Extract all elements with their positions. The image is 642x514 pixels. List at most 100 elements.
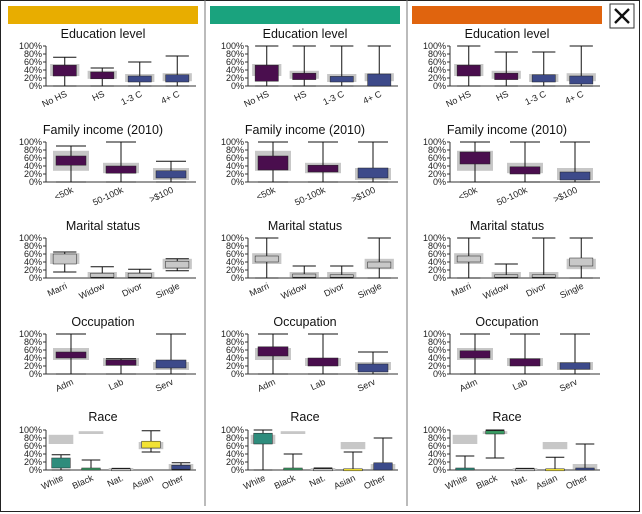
y-tick-label: 40%: [428, 161, 446, 171]
panel-title: Education level: [263, 27, 348, 41]
y-tick-label: 60%: [24, 441, 42, 451]
y-tick-label: 0%: [29, 465, 42, 475]
close-button[interactable]: [609, 3, 635, 29]
y-tick-label: 40%: [428, 449, 446, 459]
y-tick-label: 80%: [24, 433, 42, 443]
y-tick-label: 80%: [24, 145, 42, 155]
y-tick-label: 0%: [231, 465, 244, 475]
x-tick-label: <50k: [457, 185, 480, 203]
box-Adm: [459, 350, 491, 359]
box-<50k: [55, 155, 87, 166]
y-tick-label: 40%: [24, 449, 42, 459]
y-tick-label: 40%: [226, 161, 244, 171]
x-tick-label: 50-100k: [495, 185, 529, 208]
x-tick-label: <50k: [255, 185, 278, 203]
box-Widow: [90, 272, 115, 278]
panel-1-col-2: Education level 0%20%40%60%80%100% No HS HS…: [221, 27, 398, 109]
x-tick-label: 1-3 C: [523, 89, 548, 108]
x-tick-label: 1-3 C: [119, 89, 144, 108]
box-<50k: [459, 151, 491, 165]
x-tick-label: >$100: [552, 185, 579, 205]
y-tick-label: 20%: [428, 73, 446, 83]
panel-title: Family income (2010): [43, 123, 163, 137]
y-tick-label: 20%: [428, 457, 446, 467]
box-Divor: [127, 272, 152, 278]
x-tick-label: <50k: [53, 185, 76, 203]
y-tick-label: 20%: [226, 265, 244, 275]
box-Lab: [105, 359, 137, 366]
y-tick-label: 20%: [24, 457, 42, 467]
panel-title: Education level: [61, 27, 146, 41]
panel-title: Family income (2010): [245, 123, 365, 137]
box-White: [253, 432, 273, 445]
x-tick-label: >$100: [350, 185, 377, 205]
y-tick-label: 100%: [221, 233, 244, 243]
box-1-3 C: [531, 74, 556, 83]
y-tick-label: 40%: [226, 257, 244, 267]
x-tick-label: Lab: [107, 377, 125, 392]
box-Other: [373, 462, 393, 471]
box-Nat.: [313, 468, 333, 472]
y-tick-label: 60%: [24, 153, 42, 163]
panel-5-col-1: Race 0%20%40%60%80%100% White Black Nat. Asia…: [19, 410, 196, 492]
box-Widow: [292, 273, 317, 278]
y-tick-label: 40%: [428, 257, 446, 267]
x-tick-label: 1-3 C: [321, 89, 346, 108]
x-tick-label: Single: [558, 281, 585, 301]
box-Divor: [531, 274, 556, 278]
y-tick-label: 20%: [428, 265, 446, 275]
y-tick-label: 60%: [226, 57, 244, 67]
y-tick-label: 60%: [428, 249, 446, 259]
y-tick-label: 0%: [231, 273, 244, 283]
box-1-3 C: [127, 75, 152, 83]
y-tick-label: 60%: [24, 249, 42, 259]
y-tick-label: 0%: [231, 81, 244, 91]
x-tick-label: Black: [475, 473, 500, 492]
reference-box: [340, 442, 366, 450]
x-tick-label: 4+ C: [361, 89, 383, 106]
y-tick-label: 20%: [226, 73, 244, 83]
box-Black: [485, 430, 505, 435]
panel-title: Marital status: [66, 219, 140, 233]
reference-box: [280, 431, 306, 434]
box-50-100k: [307, 164, 339, 173]
y-tick-label: 60%: [226, 153, 244, 163]
y-tick-label: 0%: [29, 369, 42, 379]
column-header-bar-1: [8, 6, 198, 24]
box-Other: [171, 464, 191, 470]
box-Lab: [509, 358, 541, 367]
y-tick-label: 0%: [231, 369, 244, 379]
reference-box: [78, 431, 104, 434]
y-tick-label: 20%: [24, 361, 42, 371]
box-Widow: [494, 274, 519, 278]
panel-3-col-1: Marital status 0%20%40%60%80%100% Marri Wid…: [19, 219, 196, 301]
y-tick-label: 100%: [221, 329, 244, 339]
y-tick-label: 100%: [423, 137, 446, 147]
column-header-bar-3: [412, 6, 602, 24]
y-tick-label: 80%: [226, 145, 244, 155]
x-tick-label: 4+ C: [159, 89, 181, 106]
x-tick-label: Lab: [511, 377, 529, 392]
y-tick-label: 0%: [433, 369, 446, 379]
box-Other: [575, 467, 595, 471]
y-tick-label: 80%: [226, 337, 244, 347]
y-tick-label: 100%: [19, 137, 42, 147]
x-tick-label: No HS: [242, 89, 270, 109]
y-tick-label: 100%: [423, 41, 446, 51]
y-tick-label: 0%: [433, 177, 446, 187]
x-tick-label: White: [444, 473, 469, 492]
panel-2-col-1: Family income (2010) 0%20%40%60%80%100% <5…: [19, 123, 196, 208]
panel-5-col-3: Race 0%20%40%60%80%100% White Black Nat. Asia…: [423, 410, 600, 492]
x-tick-label: >$100: [148, 185, 175, 205]
box-Nat.: [515, 468, 535, 472]
box-Single: [367, 261, 392, 269]
y-tick-label: 100%: [221, 41, 244, 51]
box-Adm: [55, 351, 87, 359]
x-tick-label: No HS: [40, 89, 68, 109]
box-1-3 C: [329, 76, 354, 83]
panel-title: Marital status: [268, 219, 342, 233]
box-Asian: [141, 440, 161, 449]
y-tick-label: 20%: [24, 265, 42, 275]
y-tick-label: 40%: [226, 65, 244, 75]
